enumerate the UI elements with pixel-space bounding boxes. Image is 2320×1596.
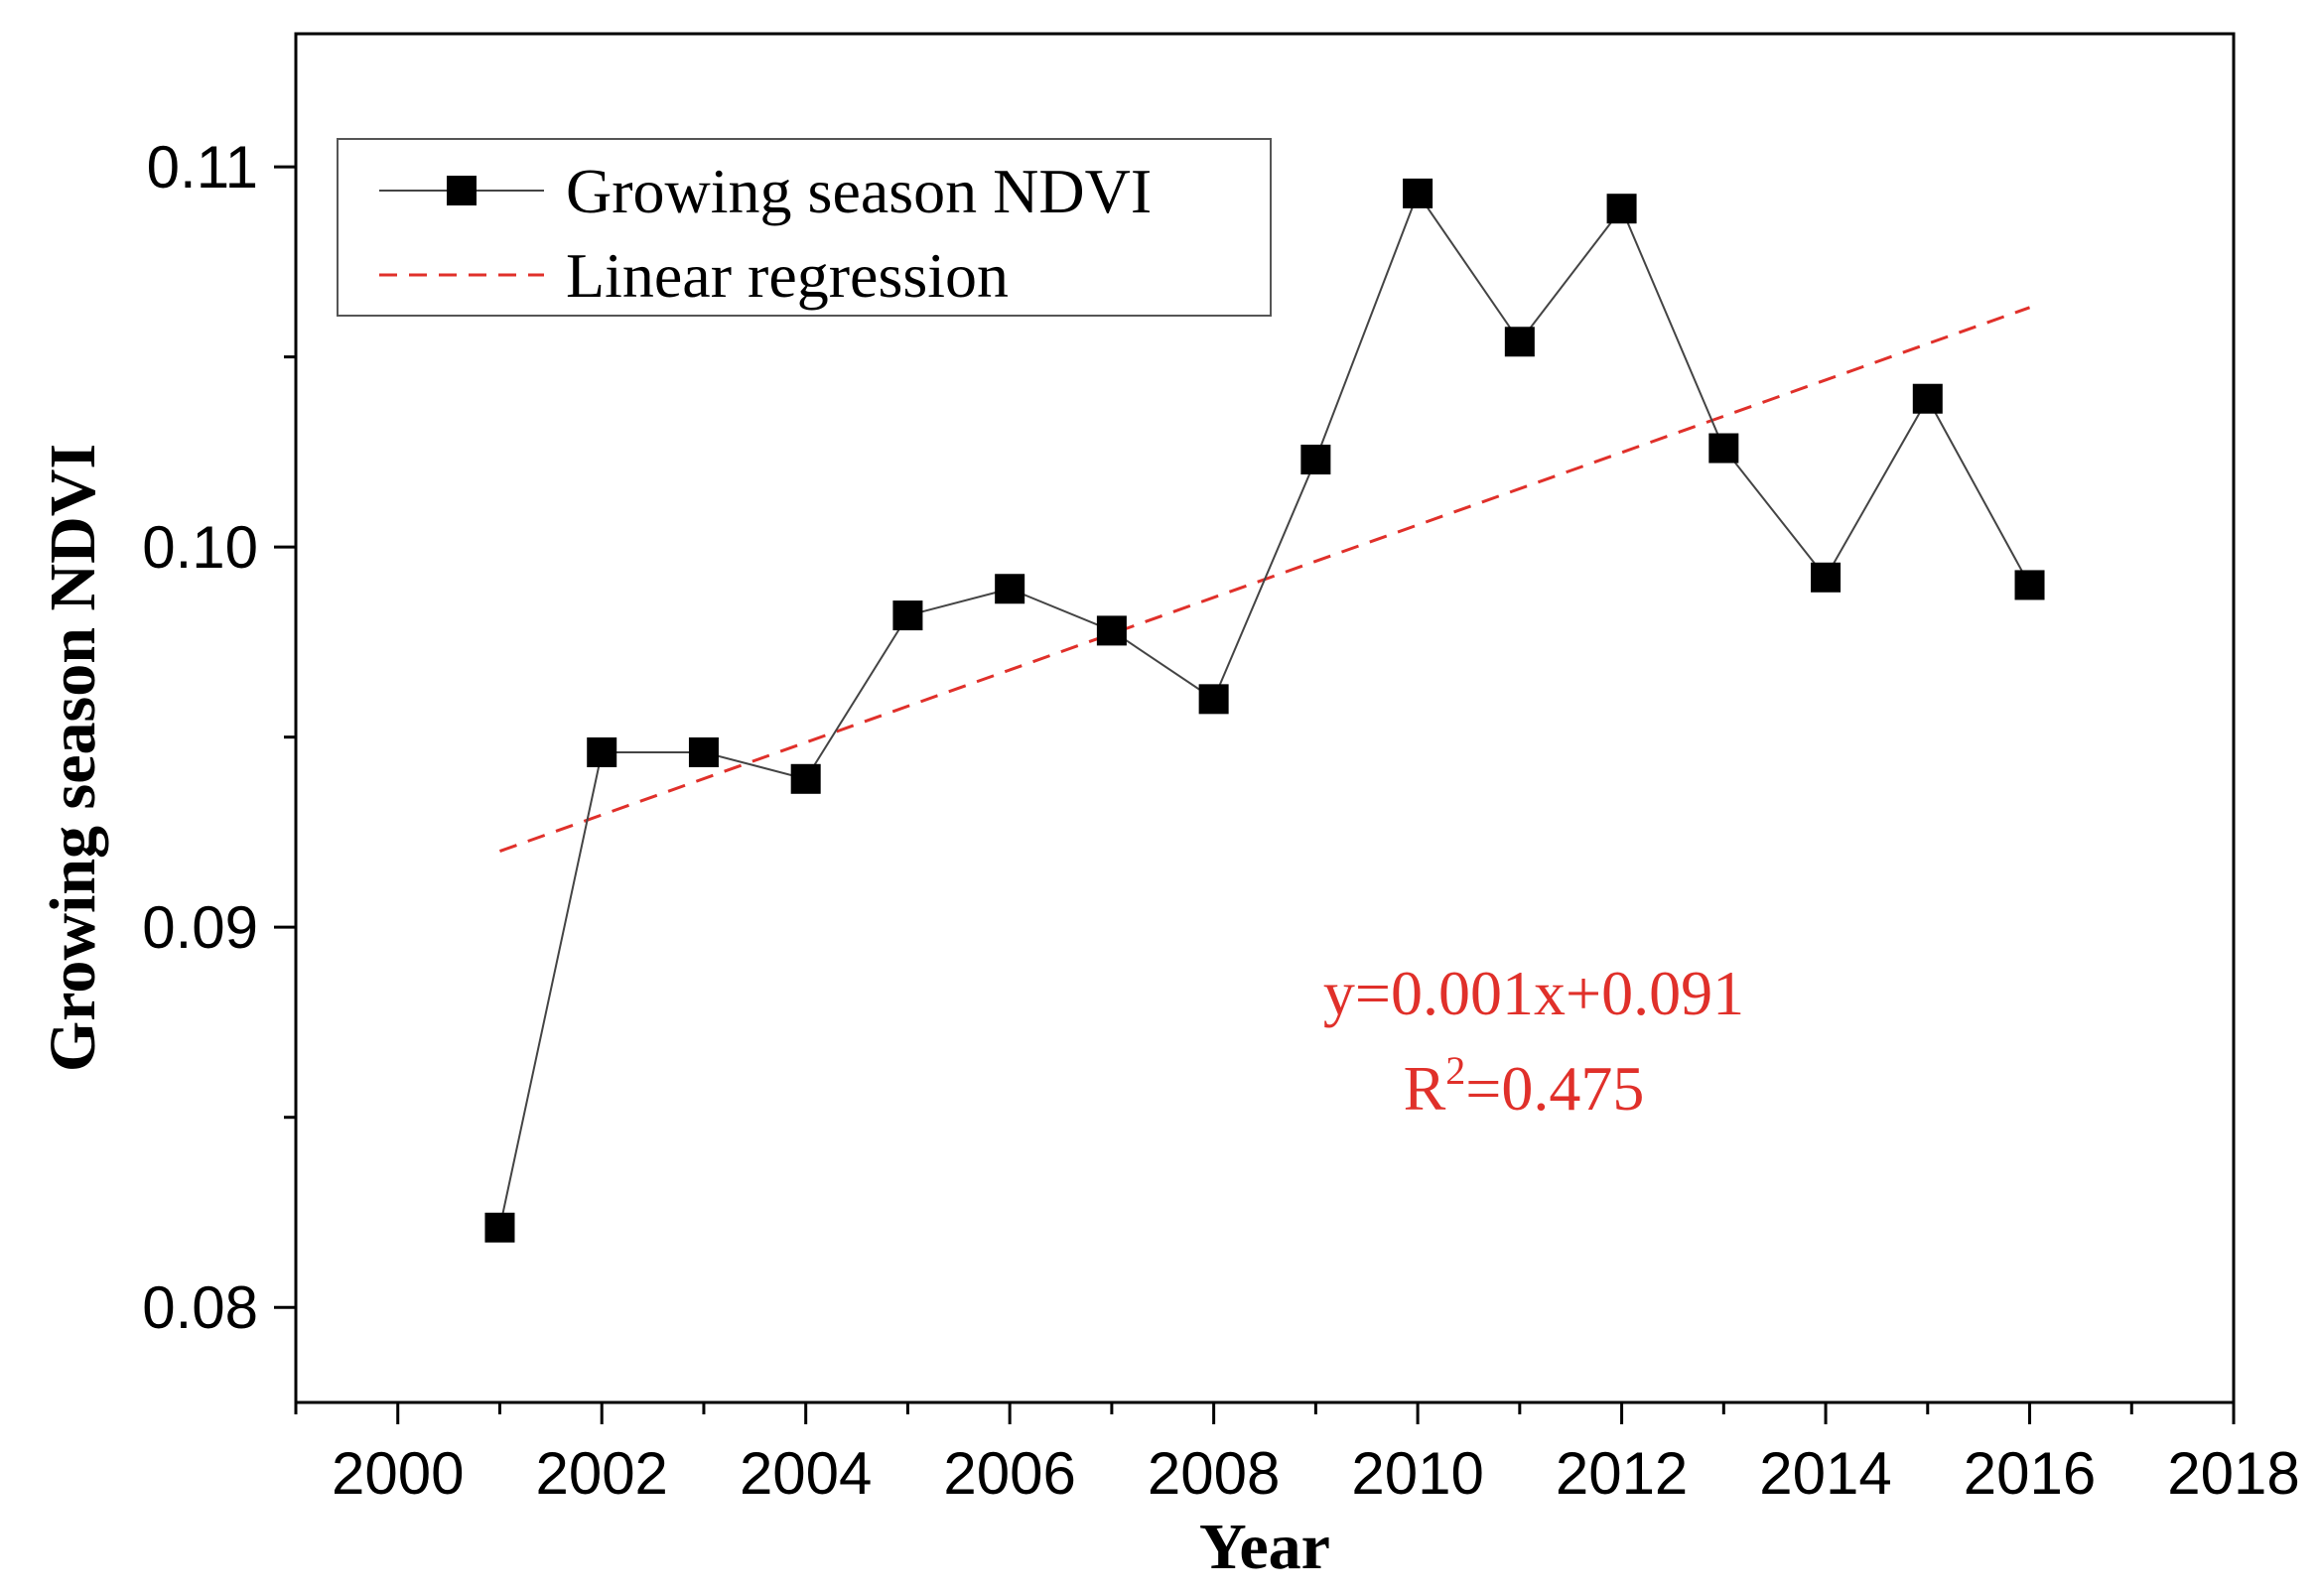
ndvi-data-point — [790, 763, 821, 794]
y-tick-label: 0.11 — [147, 134, 258, 200]
x-axis-title: Year — [1199, 1511, 1330, 1583]
ndvi-data-point — [2014, 570, 2045, 600]
legend: Growing season NDVI Linear regression — [337, 138, 1272, 317]
x-tick-label: 2006 — [943, 1440, 1075, 1507]
ndvi-data-point — [484, 1212, 515, 1243]
legend-swatch-ndvi-marker — [447, 176, 477, 205]
x-tick-label: 2008 — [1148, 1440, 1280, 1507]
r-squared-prefix: R — [1404, 1053, 1446, 1124]
legend-label-regression: Linear regression — [566, 240, 1009, 311]
ndvi-series-line — [498, 191, 2031, 1229]
ndvi-data-point — [1811, 562, 1842, 593]
y-tick-label: 0.09 — [142, 894, 258, 961]
plot-frame — [294, 32, 2236, 1404]
ndvi-data-point — [892, 600, 923, 631]
y-tick-label: 0.08 — [142, 1274, 258, 1341]
legend-box — [337, 138, 1272, 317]
y-tick-label: 0.10 — [142, 514, 258, 581]
x-tick-label: 2010 — [1351, 1440, 1483, 1507]
ndvi-data-point — [1708, 433, 1739, 464]
ndvi-data-point — [688, 736, 719, 767]
regression-equation: y=0.001x+0.091 — [1323, 958, 1744, 1028]
x-tick-label: 2004 — [740, 1440, 872, 1507]
ndvi-data-point — [995, 574, 1025, 604]
r-squared-annotation: R2=0.475 — [1404, 1048, 1645, 1124]
series-layer — [484, 178, 2045, 1243]
x-tick-label: 2016 — [1964, 1440, 2096, 1507]
legend-label-ndvi: Growing season NDVI — [566, 156, 1152, 226]
x-tick-label: 2002 — [535, 1440, 667, 1507]
r-squared-value: =0.475 — [1465, 1053, 1644, 1124]
x-tick-label: 2018 — [2167, 1440, 2299, 1507]
ndvi-data-point — [1300, 445, 1331, 475]
ndvi-data-point — [587, 736, 617, 767]
x-tick-label: 2012 — [1556, 1440, 1688, 1507]
x-tick-label: 2014 — [1759, 1440, 1891, 1507]
ndvi-data-point — [1096, 615, 1127, 646]
axis-ticks — [274, 165, 2236, 1424]
ndvi-data-point — [1606, 194, 1637, 224]
ndvi-data-point — [1504, 327, 1535, 357]
x-tick-label: 2000 — [332, 1440, 464, 1507]
ndvi-data-point — [1403, 178, 1433, 208]
y-axis-title: Growing season NDVI — [37, 444, 109, 1072]
ndvi-data-point — [1912, 383, 1943, 414]
axis-tick-labels: 2000 2002 2004 2006 2008 2010 2012 2014 2016 2018… — [142, 134, 2300, 1507]
ndvi-data-point — [1198, 684, 1229, 715]
r-squared-superscript: 2 — [1445, 1048, 1465, 1093]
